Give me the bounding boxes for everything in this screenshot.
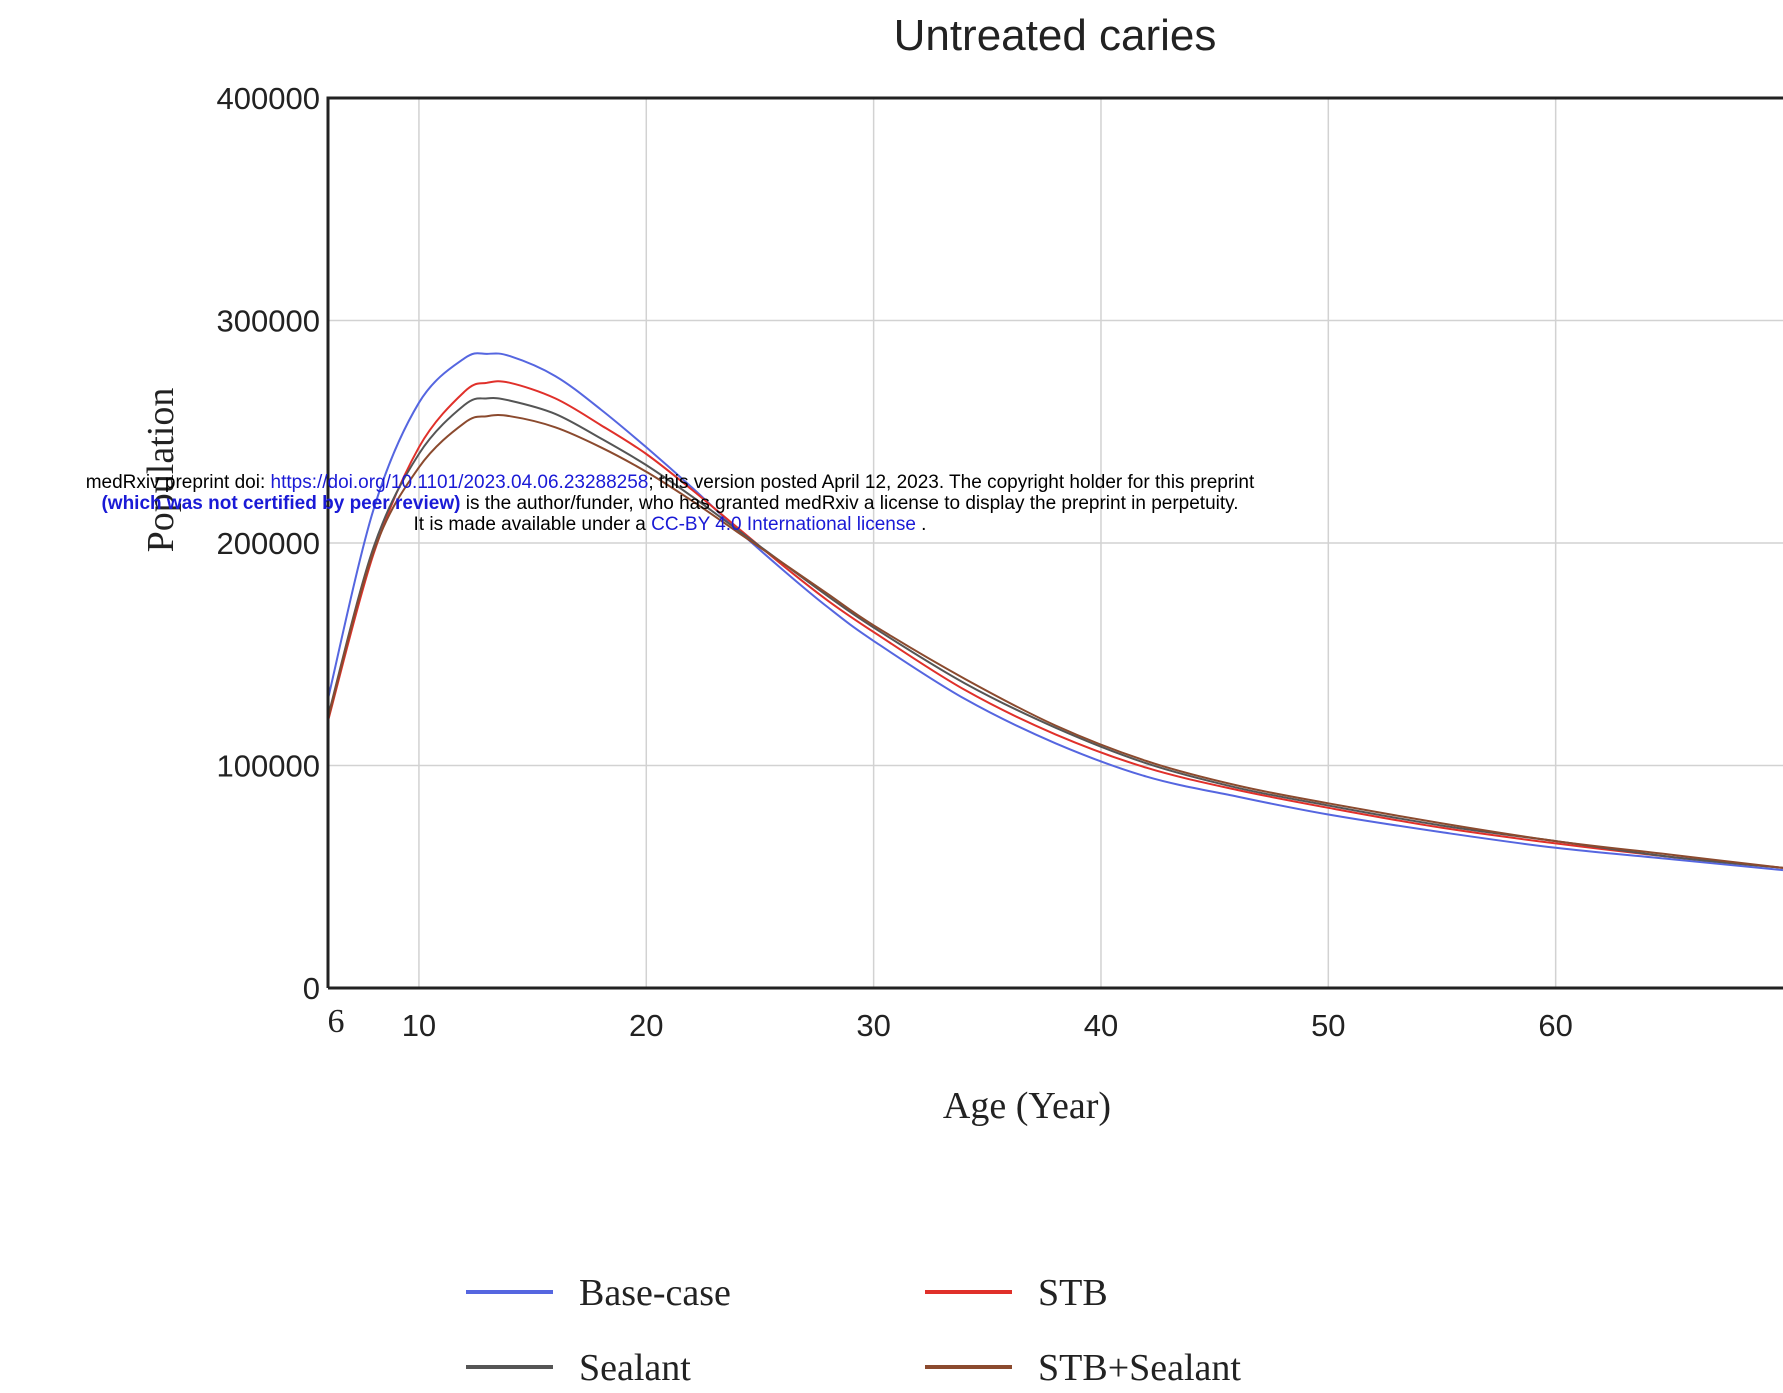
notice-copyright-text: ; this version posted April 12, 2023. Th… [648, 472, 1255, 493]
y-axis-label: Population [140, 388, 182, 553]
chart-legend: Base-case STB Sealant STB+Sealant [466, 1272, 1241, 1389]
legend-label-3: STB+Sealant [1038, 1347, 1241, 1389]
y-tick-labels: 0 100000 200000 300000 400000 [217, 81, 320, 1006]
x-tick-label: 20 [629, 1008, 663, 1043]
x-tick-label-start: 6 [328, 1003, 345, 1040]
y-tick-label: 400000 [217, 81, 320, 116]
series-line-2 [327, 397, 1783, 869]
series-line-0 [327, 352, 1783, 872]
notice-line-1: medRxiv preprint doi: https://doi.org/10… [0, 472, 1340, 493]
plot-frame [326, 96, 1783, 990]
notice-doi-prefix: medRxiv preprint doi: [85, 472, 271, 493]
x-tick-labels: 6 10 20 30 40 50 60 [328, 1003, 1573, 1043]
plot-frame-top-left [326, 96, 1783, 988]
x-tick-label: 40 [1084, 1008, 1118, 1043]
x-tick-label: 60 [1538, 1008, 1572, 1043]
y-tick-label: 200000 [217, 526, 320, 561]
y-tick-label: 100000 [217, 749, 320, 784]
notice-license-text: is the author/funder, who has granted me… [460, 493, 1239, 514]
grid-lines [328, 98, 1783, 988]
chart-title: Untreated caries [894, 11, 1217, 60]
license-link[interactable]: CC-BY 4.0 International license [651, 514, 916, 535]
series-lines [327, 352, 1783, 872]
y-tick-label: 300000 [217, 304, 320, 339]
doi-link[interactable]: https://doi.org/10.1101/2023.04.06.23288… [270, 472, 649, 493]
notice-line-2: (which was not certified by peer review)… [0, 493, 1340, 514]
y-tick-label: 0 [303, 971, 320, 1006]
x-tick-label: 50 [1311, 1008, 1345, 1043]
notice-suffix: . [915, 514, 927, 535]
x-axis-label: Age (Year) [943, 1085, 1111, 1127]
x-tick-label: 30 [856, 1008, 890, 1043]
notice-available-prefix: It is made available under a [413, 514, 652, 535]
notice-not-certified: (which was not certified by peer review) [101, 493, 461, 514]
series-line-3 [327, 414, 1783, 869]
notice-line-3: It is made available under a CC-BY 4.0 I… [0, 514, 1340, 535]
legend-label-2: Sealant [579, 1347, 691, 1389]
preprint-notice: medRxiv preprint doi: https://doi.org/10… [0, 472, 1340, 535]
legend-label-0: Base-case [579, 1272, 731, 1314]
x-tick-label: 10 [402, 1008, 436, 1043]
legend-label-1: STB [1038, 1272, 1108, 1314]
series-line-1 [327, 380, 1783, 869]
